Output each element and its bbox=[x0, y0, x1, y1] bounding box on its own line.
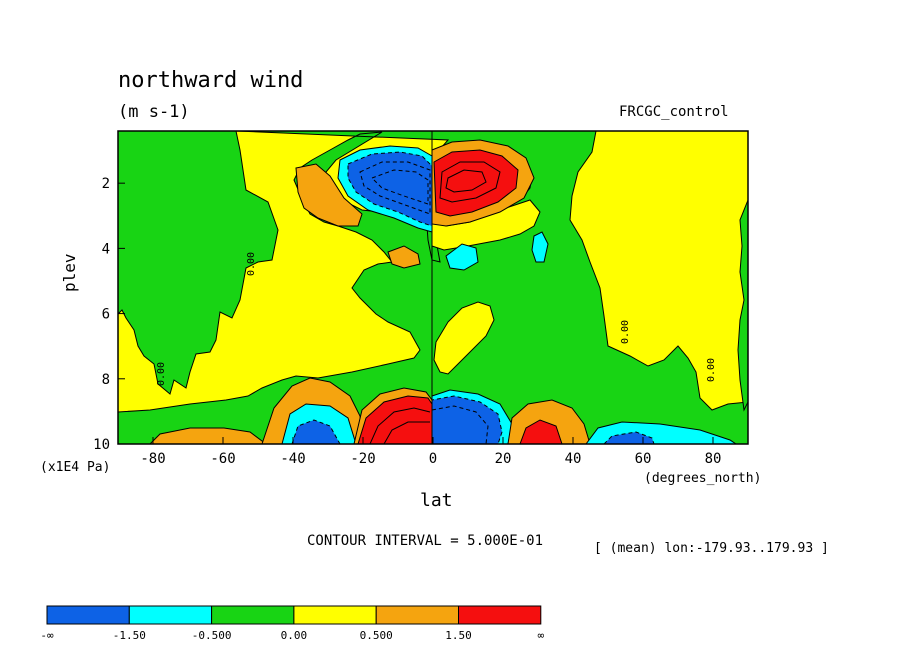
zero-label: 0.00 bbox=[246, 252, 257, 276]
zero-label: 0.00 bbox=[620, 320, 631, 344]
colorbar-label: -∞ bbox=[40, 629, 54, 642]
run-name: FRCGC_control bbox=[619, 104, 729, 120]
colorbar-label: 0.00 bbox=[281, 629, 308, 642]
zero-label: 0.00 bbox=[156, 362, 167, 386]
east-polar-negative-region bbox=[737, 131, 748, 412]
upper-southward-blue bbox=[347, 151, 433, 227]
x-tick-label: 0 bbox=[429, 451, 437, 467]
west-polar-negative-region bbox=[118, 131, 279, 395]
colorbar-swatch bbox=[128, 605, 213, 625]
colorbar-label: 1.50 bbox=[445, 629, 472, 642]
colorbar-label: ∞ bbox=[537, 629, 544, 642]
colorbar-swatch bbox=[458, 605, 542, 625]
x-tick-label: -40 bbox=[280, 451, 305, 467]
colorbar-swatch bbox=[293, 605, 377, 625]
x-tick-label: -60 bbox=[210, 451, 235, 467]
x-axis-ticks: -80 -60 -40 -20 0 20 40 60 80 bbox=[140, 437, 721, 467]
surface-red-subtropics bbox=[519, 419, 563, 444]
central-positive-island bbox=[433, 301, 495, 375]
colorbar-label: 0.500 bbox=[360, 629, 393, 642]
y-tick-label: 4 bbox=[102, 241, 110, 257]
y-axis-ticks: 2 4 6 8 10 bbox=[93, 176, 125, 453]
upper-orange-southern bbox=[295, 163, 363, 227]
x-tick-label: 80 bbox=[705, 451, 722, 467]
y-tick-label: 8 bbox=[102, 372, 110, 388]
x-tick-label: -80 bbox=[140, 451, 165, 467]
mean-note: [ (mean) lon:-179.93..179.93 ] bbox=[594, 541, 829, 556]
x-axis-units: (degrees_north) bbox=[644, 471, 762, 486]
surface-blue-north bbox=[603, 431, 655, 444]
y-tick-label: 2 bbox=[102, 176, 110, 192]
upper-northward-red bbox=[433, 149, 519, 217]
surface-blue-equator bbox=[431, 395, 503, 444]
colorbar-label: -1.50 bbox=[113, 629, 146, 642]
colorbar: -∞ -1.50 -0.500 0.00 0.500 1.50 ∞ bbox=[40, 605, 544, 642]
colorbar-swatch bbox=[211, 605, 295, 625]
mid-cyan-right bbox=[531, 231, 549, 263]
x-axis-label: lat bbox=[420, 490, 453, 511]
mid-cyan-left bbox=[445, 243, 479, 271]
x-tick-label: 60 bbox=[635, 451, 652, 467]
y-tick-label: 10 bbox=[93, 437, 110, 453]
surface-blue-south bbox=[291, 419, 341, 444]
y-axis-units: (x1E4 Pa) bbox=[40, 460, 111, 475]
surface-orange-west bbox=[149, 427, 267, 444]
chart-units: (m s-1) bbox=[118, 102, 190, 122]
zero-label: 0.00 bbox=[706, 358, 717, 382]
mid-orange-small bbox=[387, 245, 421, 269]
contour-interval: CONTOUR INTERVAL = 5.000E-01 bbox=[307, 533, 544, 549]
chart-title: northward wind bbox=[118, 68, 304, 93]
x-tick-label: 20 bbox=[495, 451, 512, 467]
colorbar-swatch bbox=[375, 605, 460, 625]
y-tick-label: 6 bbox=[102, 307, 110, 323]
colorbar-swatch bbox=[46, 605, 130, 625]
x-tick-label: 40 bbox=[565, 451, 582, 467]
colorbar-label: -0.500 bbox=[192, 629, 232, 642]
x-tick-label: -20 bbox=[350, 451, 375, 467]
